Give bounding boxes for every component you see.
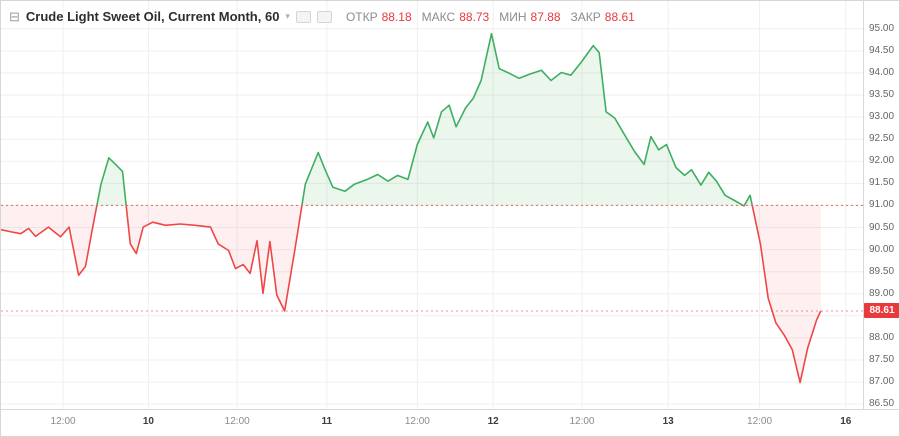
ohlc-high-label: МАКС	[421, 9, 456, 24]
price-axis[interactable]: 88.61 95.00 94.50 94.00 93.50 93.00 92.50 92.0…	[863, 1, 899, 409]
time-axis-label: 12:00	[50, 416, 76, 427]
time-axis-label: 12	[487, 416, 499, 427]
time-axis-label: 12:00	[747, 416, 773, 427]
last-price-tag: 88.61	[864, 302, 899, 318]
ohlc-close-value: 88.61	[604, 9, 635, 24]
ohlc-high-value: 88.73	[459, 9, 490, 24]
time-axis-label: 11	[321, 416, 333, 427]
chart-legend: ⊟ Crude Light Sweet Oil, Current Month, …	[9, 9, 635, 24]
price-axis-label: 90.50	[869, 221, 895, 233]
time-axis-label: 12:00	[224, 416, 250, 427]
ohlc-low-label: МИН	[499, 9, 527, 24]
collapse-legend-icon[interactable]: ⊟	[9, 9, 20, 24]
time-axis-label: 12:00	[404, 416, 430, 427]
price-axis-label: 87.00	[869, 376, 895, 388]
price-axis-label: 92.50	[869, 133, 895, 145]
price-axis-label: 93.00	[869, 111, 895, 123]
time-axis-label: 16	[840, 416, 852, 427]
price-axis-label: 95.00	[869, 22, 895, 34]
chart-canvas[interactable]	[1, 1, 863, 409]
symbol-title[interactable]: Crude Light Sweet Oil, Current Month, 60	[25, 9, 280, 24]
price-axis-label: 91.00	[869, 199, 895, 211]
price-axis-label: 86.50	[869, 398, 895, 410]
price-axis-label: 89.00	[869, 287, 895, 299]
time-axis[interactable]: 12:00 10 12:00 11 12:00 12 12:00 13 12:00 16	[1, 409, 899, 436]
price-axis-label: 94.50	[869, 44, 895, 56]
ohlc-high: МАКС 88.73	[422, 10, 490, 24]
price-axis-label: 87.50	[869, 353, 895, 365]
time-axis-label: 12:00	[569, 416, 595, 427]
price-axis-label: 90.00	[869, 243, 895, 255]
ohlc-close: ЗАКР 88.61	[571, 10, 635, 24]
price-axis-label: 88.00	[869, 331, 895, 343]
ohlc-open-value: 88.18	[381, 9, 412, 24]
ohlc-low: МИН 87.88	[499, 10, 560, 24]
ohlc-open-label: ОТКР	[345, 9, 378, 24]
eye-icon[interactable]	[295, 10, 311, 23]
ohlc-close-label: ЗАКР	[570, 9, 601, 24]
ohlc-open: ОТКР 88.18	[346, 10, 412, 24]
price-axis-label: 92.00	[869, 155, 895, 167]
price-axis-label: 94.00	[869, 66, 895, 78]
settings-icon[interactable]	[316, 10, 332, 23]
ohlc-low-value: 87.88	[530, 9, 561, 24]
ohlc-readout: ОТКР 88.18 МАКС 88.73 МИН 87.88 ЗАКР 88.…	[346, 10, 635, 24]
price-axis-label: 89.50	[869, 265, 895, 277]
chevron-down-icon[interactable]: ▾	[285, 11, 290, 21]
price-axis-label: 91.50	[869, 177, 895, 189]
price-axis-label: 93.50	[869, 89, 895, 101]
time-axis-label: 10	[142, 416, 154, 427]
time-axis-label: 13	[662, 416, 674, 427]
